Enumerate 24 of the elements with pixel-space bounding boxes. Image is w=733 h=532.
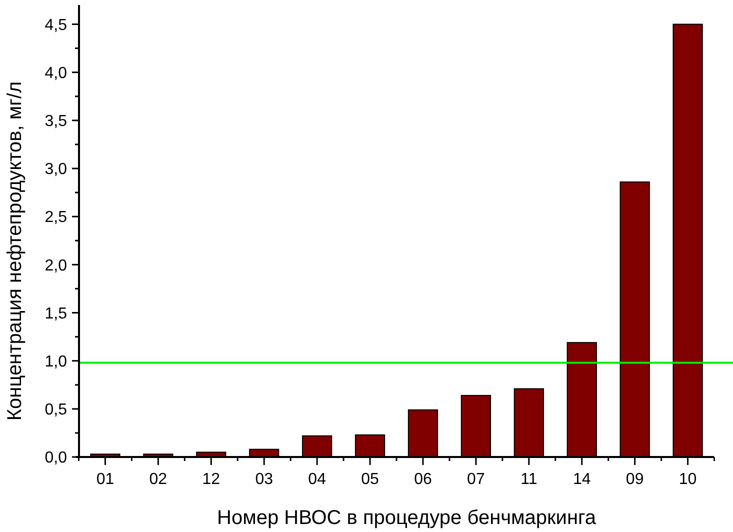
x-tick-label: 05 xyxy=(361,471,380,488)
x-tick-label: 02 xyxy=(149,471,168,488)
y-axis-title: Концентрация нефтепродуктов, мг/л xyxy=(4,81,26,421)
x-tick-label: 01 xyxy=(96,471,114,488)
x-tick-label: 09 xyxy=(626,471,644,488)
y-tick-label: 4,5 xyxy=(44,16,68,34)
x-tick-label: 14 xyxy=(572,471,591,488)
x-tick-label: 12 xyxy=(202,471,220,488)
x-tick-label: 07 xyxy=(467,471,485,488)
x-tick-label: 10 xyxy=(678,471,697,488)
y-tick-label: 4,0 xyxy=(44,64,68,82)
x-tick-label: 06 xyxy=(414,471,432,488)
y-tick-label: 2,0 xyxy=(44,257,68,274)
y-tick-label: 1,0 xyxy=(44,353,68,370)
y-tick-label: 2,5 xyxy=(44,209,68,226)
y-tick-label: 0,5 xyxy=(44,402,68,419)
y-tick-label: 0,0 xyxy=(44,450,68,467)
y-tick-label: 3,5 xyxy=(44,113,68,130)
x-axis-title: Номер НВОС в процедуре бенчмаркинга xyxy=(217,507,597,529)
x-tick-label: 04 xyxy=(308,471,326,488)
y-tick-label: 3,0 xyxy=(44,161,68,178)
y-tick-label: 1,5 xyxy=(44,305,68,322)
x-tick-label: 11 xyxy=(520,471,538,488)
x-tick-label: 03 xyxy=(255,471,274,488)
